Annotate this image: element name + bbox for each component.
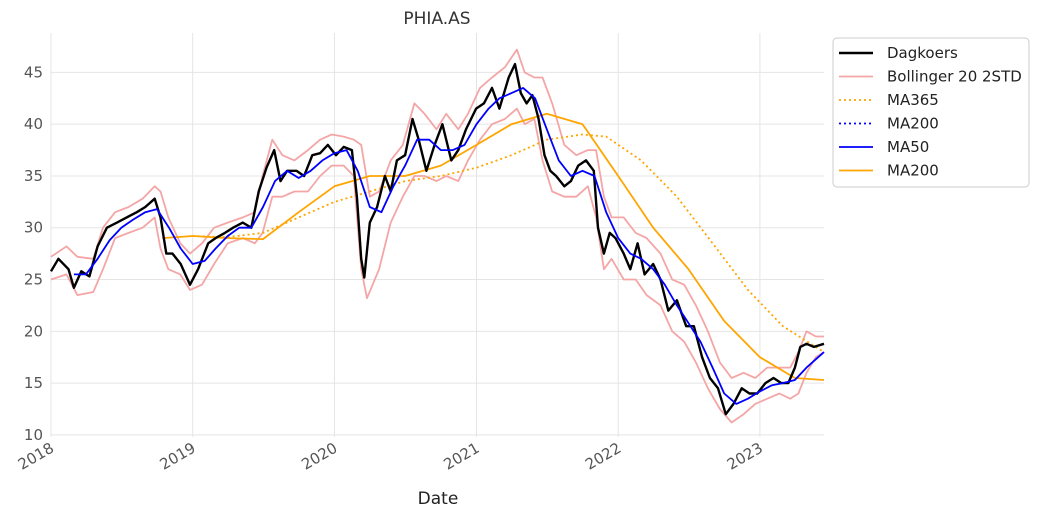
series-ma365-dotted-line: [192, 133, 825, 353]
legend-label-dagkoers-solid: Dagkoers: [887, 44, 958, 62]
series-ma200-solid-line: [162, 112, 825, 381]
legend-label-ma50-solid: MA50: [887, 138, 929, 156]
y-tick-label: 35: [24, 167, 43, 185]
chart-title: PHIA.AS: [403, 9, 470, 29]
x-tick-label: 2020: [298, 439, 340, 474]
legend: Dagkoers Bollinger 20 2STD MA365 MA200 MA50 M…: [832, 37, 1030, 188]
legend-label-ma200-dotted: MA200: [887, 115, 939, 133]
y-tick-label: 30: [24, 219, 43, 237]
series-dagkoers-solid-line: [49, 62, 825, 416]
x-axis-label: Date: [418, 489, 459, 509]
grid-lines: [50, 33, 824, 437]
legend-box: [832, 37, 1030, 188]
x-tick-label: 2018: [15, 439, 57, 474]
legend-label-bollinger-20-2std-solid: Bollinger 20 2STD: [887, 68, 1022, 86]
y-tick-label: 40: [24, 115, 43, 133]
legend-label-ma365-dotted: MA365: [887, 91, 939, 109]
x-tick-label: 2019: [157, 439, 199, 474]
y-tick-label: 20: [24, 322, 43, 340]
series-layer: [49, 48, 825, 424]
legend-label-ma200-solid: MA200: [887, 162, 939, 180]
y-tick-label: 15: [24, 374, 43, 392]
y-tick-label: 45: [24, 63, 43, 81]
x-axis-ticks: 2018 2019 2020 2021 2022 2023: [15, 439, 766, 474]
series-bollinger-20-2std-solid-upper: [50, 48, 824, 379]
x-tick-label: 2023: [724, 439, 766, 474]
y-axis-ticks: 10 15 20 25 30 35 40 45: [24, 63, 43, 444]
y-tick-label: 10: [24, 426, 43, 444]
y-tick-label: 25: [24, 271, 43, 289]
series-ma50-solid-line: [73, 87, 825, 405]
x-tick-label: 2021: [440, 439, 482, 474]
series-bollinger-20-2std-solid-lower: [50, 107, 825, 424]
x-tick-label: 2022: [582, 439, 624, 474]
